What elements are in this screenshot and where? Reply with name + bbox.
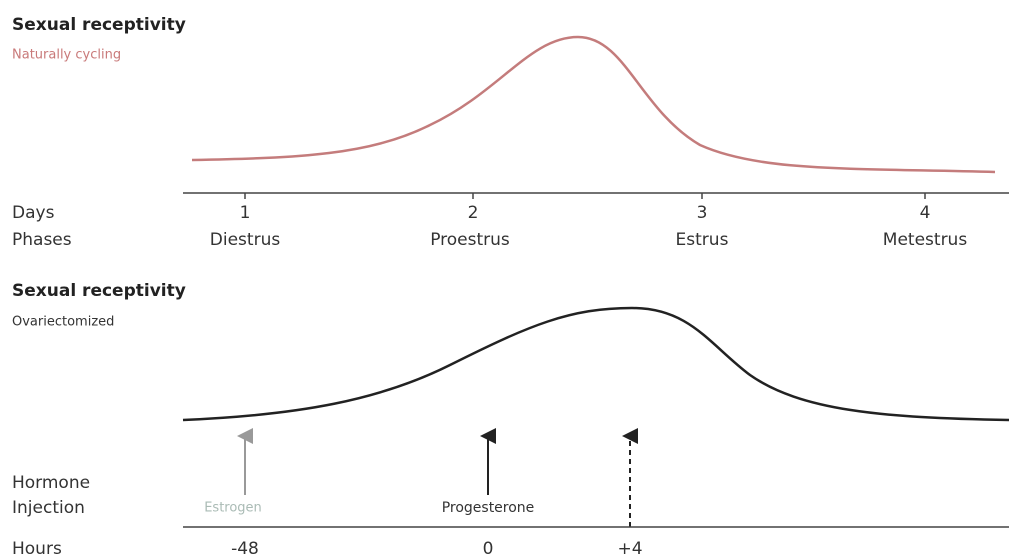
hour-label: 0	[483, 539, 494, 559]
receptivity-curve	[182, 306, 1009, 422]
panel-subtitle: Naturally cycling	[12, 48, 121, 63]
injection-label: Estrogen	[204, 501, 262, 516]
row-label: Hormone	[12, 473, 90, 493]
panel-title: Sexual receptivity	[12, 281, 186, 301]
day-label: 1	[240, 203, 251, 223]
day-label: 3	[697, 203, 708, 223]
phase-label: Proestrus	[430, 230, 510, 250]
row-label: Phases	[12, 230, 72, 250]
row-label: Days	[12, 203, 55, 223]
phase-label: Estrus	[676, 230, 729, 250]
phase-label: Diestrus	[210, 230, 281, 250]
receptivity-curve	[191, 35, 996, 174]
phase-label: Metestrus	[883, 230, 968, 250]
hour-label: -48	[231, 539, 259, 559]
panel-title: Sexual receptivity	[12, 15, 186, 35]
row-label: Hours	[12, 539, 62, 559]
day-label: 4	[920, 203, 931, 223]
hour-label: +4	[617, 539, 642, 559]
day-label: 2	[468, 203, 479, 223]
panel-subtitle: Ovariectomized	[12, 315, 114, 330]
injection-label: Progesterone	[442, 500, 535, 516]
row-label: Injection	[12, 498, 85, 518]
